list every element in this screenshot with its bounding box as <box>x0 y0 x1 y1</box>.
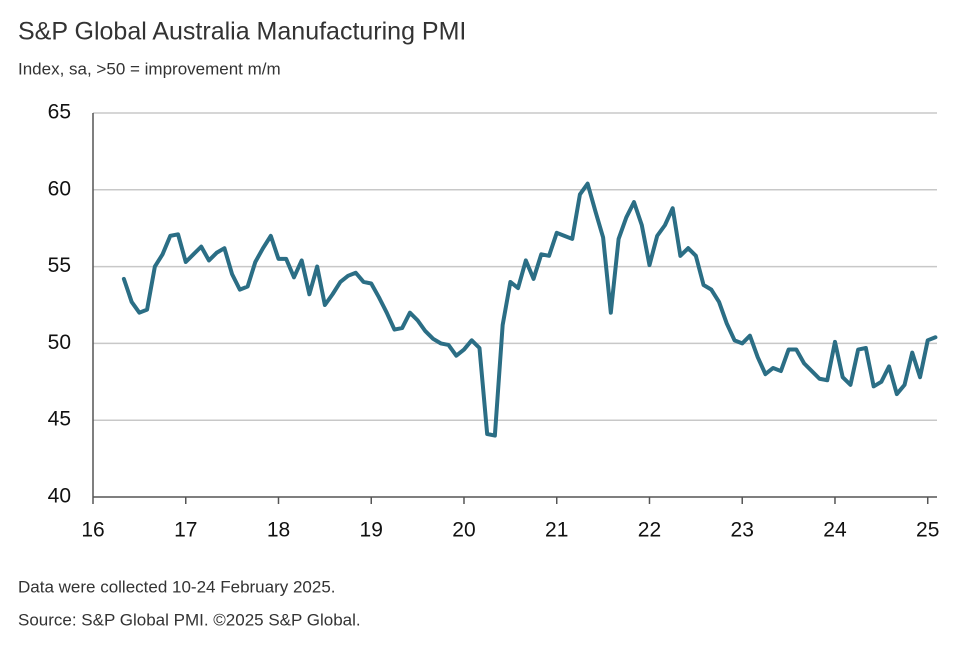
x-tick-label: 25 <box>916 519 939 542</box>
y-tick-label: 55 <box>48 254 71 277</box>
data-line <box>121 181 938 438</box>
x-tick-label: 22 <box>638 519 661 542</box>
chart-title: S&P Global Australia Manufacturing PMI <box>18 18 466 46</box>
y-tick-label: 60 <box>48 177 71 200</box>
x-tick-label: 17 <box>174 519 197 542</box>
x-tick-label: 23 <box>731 519 754 542</box>
y-tick-label: 45 <box>48 408 71 431</box>
y-tick-label: 65 <box>48 101 71 124</box>
note: Data were collected 10-24 February 2025. <box>18 577 336 596</box>
x-tick-label: 21 <box>545 519 568 542</box>
chart-subtitle: Index, sa, >50 = improvement m/m <box>18 59 281 78</box>
x-tick-label: 20 <box>452 519 475 542</box>
y-tick-label: 40 <box>48 485 71 508</box>
x-tick-label: 18 <box>267 519 290 542</box>
y-tick-label: 50 <box>48 331 71 354</box>
x-tick-label: 24 <box>823 519 847 542</box>
x-tick-label: 19 <box>360 519 383 542</box>
x-tick-label: 16 <box>81 519 104 542</box>
note: Source: S&P Global PMI. ©2025 S&P Global… <box>18 610 361 629</box>
